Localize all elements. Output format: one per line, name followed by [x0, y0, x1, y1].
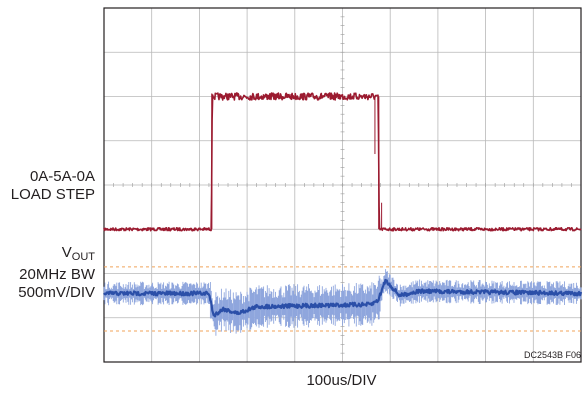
load-step-label-line1: 0A-5A-0A: [29, 168, 95, 185]
traces: [103, 92, 583, 336]
load-step-trace: [103, 92, 582, 232]
load-step-label-line2: LOAD STEP: [10, 186, 95, 203]
vout-label-bw: 20MHz BW: [19, 266, 95, 283]
plot-frame: [103, 7, 582, 363]
reference-lines: [104, 266, 581, 332]
figure-id: DC2543B F06: [523, 350, 581, 360]
vout-trace: [103, 278, 583, 318]
vout-label-sub: OUT: [71, 251, 95, 263]
x-axis-label: 100us/DIV: [306, 372, 377, 389]
vout-label: VOUT 20MHz BW 500mV/DIV: [18, 244, 95, 302]
load-step-label: 0A-5A-0A LOAD STEP: [11, 168, 95, 204]
vout-label-main: V: [61, 244, 72, 261]
vout-label-scale: 500mV/DIV: [18, 284, 95, 301]
vout-label-title: VOUT: [18, 244, 95, 266]
